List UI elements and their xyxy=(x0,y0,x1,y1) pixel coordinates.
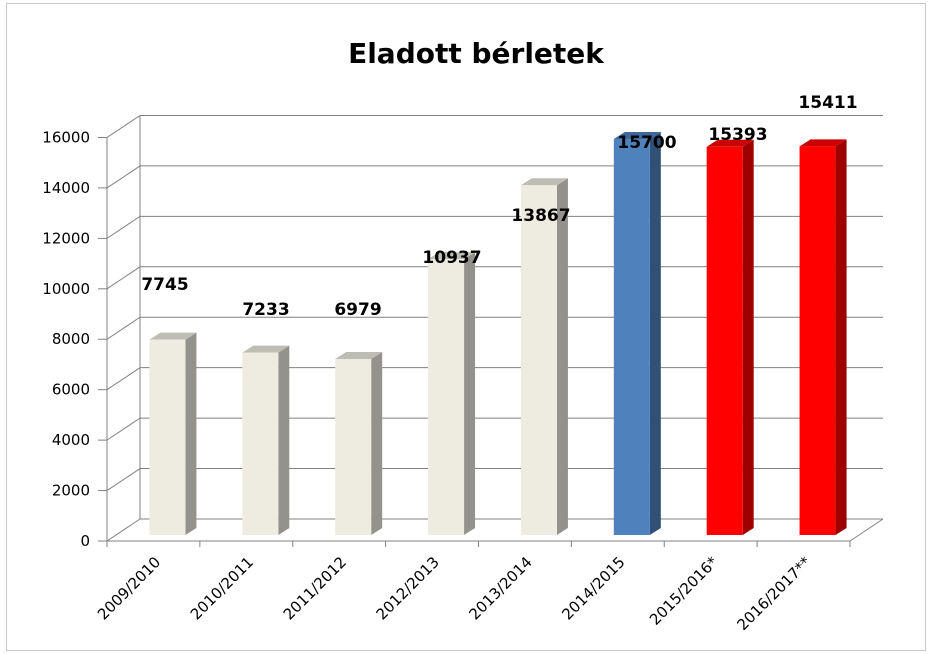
grid-depth-line xyxy=(106,266,141,290)
bar-side xyxy=(556,178,568,535)
floor-right-edge xyxy=(849,518,884,542)
grid-depth-line xyxy=(106,165,141,189)
bar-top xyxy=(428,252,476,260)
bar-side xyxy=(278,345,290,535)
grid-depth-line xyxy=(106,468,141,491)
bar xyxy=(149,332,197,535)
grid-depth-line xyxy=(106,215,141,239)
chart-title: Eladott bérletek xyxy=(348,37,605,70)
x-tick-label: 2010/2011 xyxy=(187,553,257,623)
grid-depth-line xyxy=(106,316,141,340)
bar-top xyxy=(335,351,383,359)
bar-front xyxy=(520,185,557,535)
bar-side xyxy=(742,139,754,535)
grid-depth-line xyxy=(106,518,141,542)
y-tick-label: 6000 xyxy=(52,381,90,399)
bar-front xyxy=(242,352,279,535)
bar-top xyxy=(706,139,754,147)
bar xyxy=(706,139,754,535)
x-tick-label: 2016/2017** xyxy=(733,553,814,634)
bar xyxy=(799,139,847,535)
bar-front xyxy=(613,139,650,535)
y-tick-label: 16000 xyxy=(42,128,90,146)
y-tick-label: 4000 xyxy=(52,431,90,449)
bar xyxy=(335,351,383,535)
x-tick-label: 2011/2012 xyxy=(280,553,350,623)
bars xyxy=(149,132,847,535)
x-tick-label: 2015/2016* xyxy=(646,553,722,629)
x-tick-label: 2014/2015 xyxy=(558,553,628,623)
x-tick-label: 2012/2013 xyxy=(373,553,443,623)
x-tick-label: 2013/2014 xyxy=(465,553,535,623)
data-label: 7745 xyxy=(141,275,188,295)
grid-depth-line xyxy=(106,367,141,391)
grid-depth-line xyxy=(106,417,141,441)
y-tick-label: 0 xyxy=(80,532,90,550)
bar-top xyxy=(799,139,847,147)
y-axis: 0 2000 4000 6000 8000 10000 12000 14000 16000 xyxy=(42,128,108,550)
data-label: 13867 xyxy=(511,206,570,226)
bar xyxy=(613,132,661,535)
y-tick-label: 12000 xyxy=(42,229,90,247)
bar xyxy=(428,252,476,535)
data-label: 10937 xyxy=(422,248,481,268)
data-label: 6979 xyxy=(334,300,381,320)
bar xyxy=(242,345,290,535)
y-tick-label: 14000 xyxy=(42,179,90,197)
y-tick-label: 10000 xyxy=(42,280,90,298)
grid-depth-line xyxy=(106,115,141,138)
data-label: 7233 xyxy=(242,300,289,320)
bar-front xyxy=(149,339,186,535)
y-tick-label: 8000 xyxy=(52,330,90,348)
bar-side xyxy=(835,139,847,535)
bar-top xyxy=(520,178,568,186)
bar-side xyxy=(464,252,476,535)
bar-side xyxy=(185,332,197,535)
gridlines xyxy=(106,114,884,542)
bar-front xyxy=(335,358,372,535)
bar-top xyxy=(242,345,290,353)
bar-top xyxy=(149,332,197,340)
data-label: 15393 xyxy=(708,125,767,145)
y-tick-label: 2000 xyxy=(52,482,90,500)
data-labels: 7745 7233 6979 10937 13867 15700 15393 15411 xyxy=(141,93,857,320)
bar-side xyxy=(649,132,661,535)
x-axis: 2009/2010 2010/2011 2011/2012 2012/2013 2013… xyxy=(94,540,851,634)
bar-front xyxy=(706,146,743,535)
bar-side xyxy=(371,351,383,535)
data-label: 15411 xyxy=(798,93,857,113)
bar xyxy=(520,178,568,535)
x-tick-label: 2009/2010 xyxy=(94,553,164,623)
data-label: 15700 xyxy=(617,133,676,153)
bar-top xyxy=(613,132,661,140)
bar-front xyxy=(428,259,465,535)
bar-front xyxy=(799,146,836,535)
